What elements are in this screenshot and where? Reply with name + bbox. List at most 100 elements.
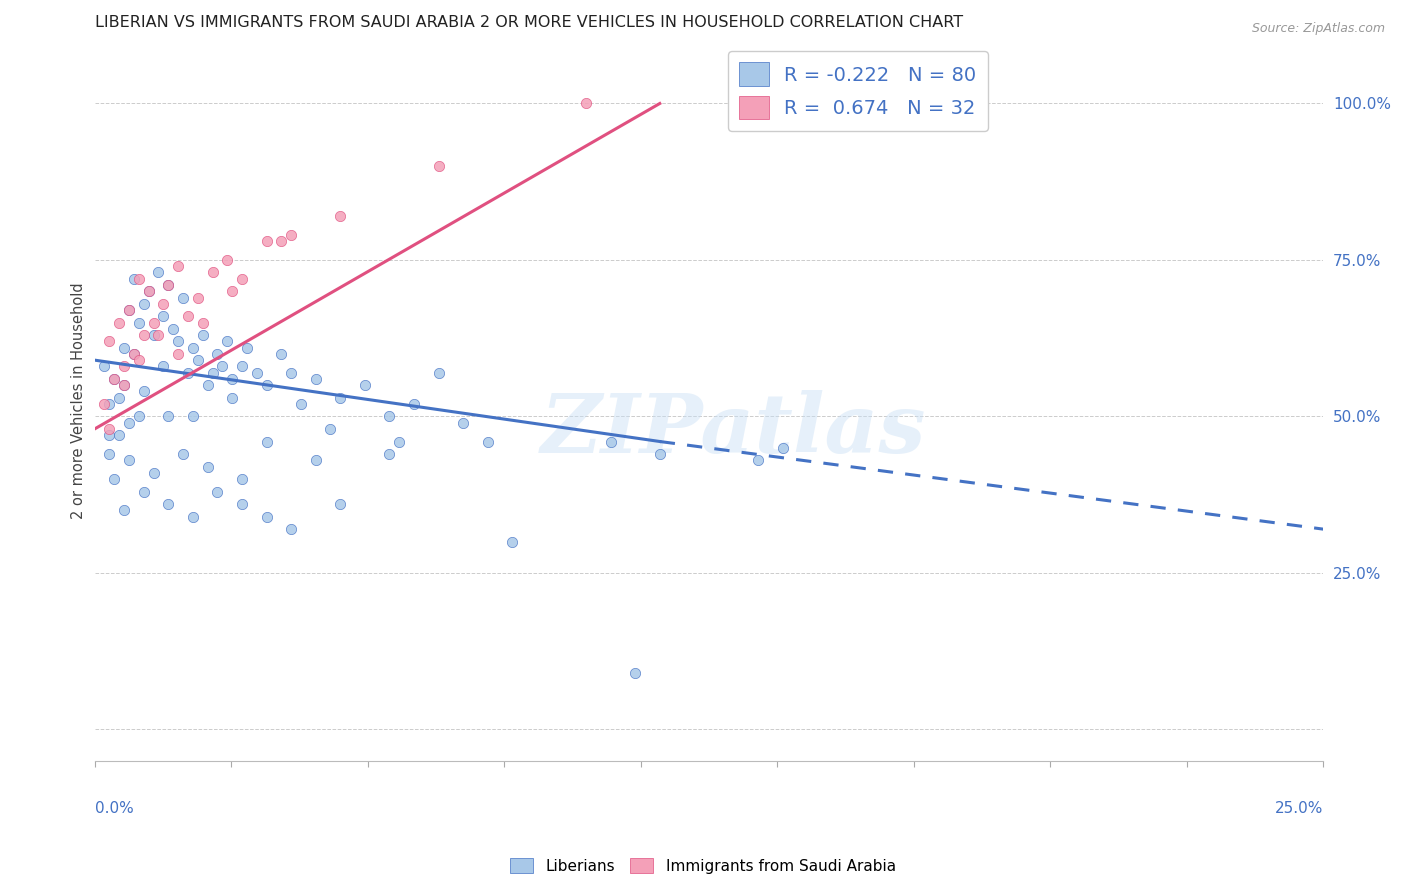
Point [118,416,141,430]
Point [624,666,647,681]
Point [217,334,239,349]
Point [231,272,253,286]
Point [451,416,474,430]
Point [270,347,292,361]
Point [280,522,302,536]
Point [138,285,160,299]
Point [378,447,401,461]
Point [354,378,377,392]
Point [128,272,150,286]
Point [305,453,328,467]
Point [280,366,302,380]
Point [177,366,200,380]
Point [148,265,170,279]
Point [187,291,209,305]
Point [217,252,239,267]
Text: Source: ZipAtlas.com: Source: ZipAtlas.com [1251,22,1385,36]
Point [138,285,160,299]
Point [157,278,180,293]
Point [152,297,174,311]
Point [575,96,598,111]
Point [221,285,243,299]
Point [103,372,125,386]
Point [157,497,180,511]
Point [181,341,204,355]
Point [329,497,352,511]
Point [599,434,621,449]
Point [246,366,269,380]
Point [256,234,278,248]
Point [477,434,499,449]
Point [236,341,259,355]
Point [256,509,278,524]
Point [201,265,224,279]
Point [256,434,278,449]
Point [191,316,214,330]
Point [319,422,342,436]
Text: LIBERIAN VS IMMIGRANTS FROM SAUDI ARABIA 2 OR MORE VEHICLES IN HOUSEHOLD CORRELA: LIBERIAN VS IMMIGRANTS FROM SAUDI ARABIA… [94,15,963,30]
Point [157,278,180,293]
Point [402,397,425,411]
Point [290,397,312,411]
Point [98,397,121,411]
Point [231,359,253,374]
Point [118,453,141,467]
Point [181,509,204,524]
Point [132,328,155,343]
Point [221,391,243,405]
Point [118,303,141,318]
Point [118,303,141,318]
Point [211,359,233,374]
Point [98,422,121,436]
Point [181,409,204,424]
Text: 0.0%: 0.0% [94,801,134,816]
Point [172,447,194,461]
Point [201,366,224,380]
Point [772,441,794,455]
Point [122,347,145,361]
Point [98,334,121,349]
Point [108,428,131,442]
Point [221,372,243,386]
Point [108,316,131,330]
Point [128,353,150,368]
Point [305,372,328,386]
Point [187,353,209,368]
Point [98,428,121,442]
Point [329,391,352,405]
Point [132,297,155,311]
Point [388,434,411,449]
Point [648,447,671,461]
Point [280,227,302,242]
Point [128,409,150,424]
Point [172,291,194,305]
Point [231,497,253,511]
Point [142,316,165,330]
Point [112,341,135,355]
Point [142,466,165,480]
Point [148,328,170,343]
Point [152,359,174,374]
Legend: R = -0.222   N = 80, R =  0.674   N = 32: R = -0.222 N = 80, R = 0.674 N = 32 [728,51,988,131]
Point [142,328,165,343]
Point [152,310,174,324]
Point [256,378,278,392]
Point [98,447,121,461]
Text: ZIPatlas: ZIPatlas [541,390,927,469]
Point [177,310,200,324]
Point [231,472,253,486]
Point [427,159,450,173]
Point [112,378,135,392]
Point [167,347,190,361]
Point [167,334,190,349]
Point [132,384,155,399]
Point [128,316,150,330]
Point [122,347,145,361]
Y-axis label: 2 or more Vehicles in Household: 2 or more Vehicles in Household [72,283,86,519]
Point [197,459,219,474]
Point [207,347,229,361]
Point [747,453,769,467]
Point [122,272,145,286]
Point [112,359,135,374]
Point [112,378,135,392]
